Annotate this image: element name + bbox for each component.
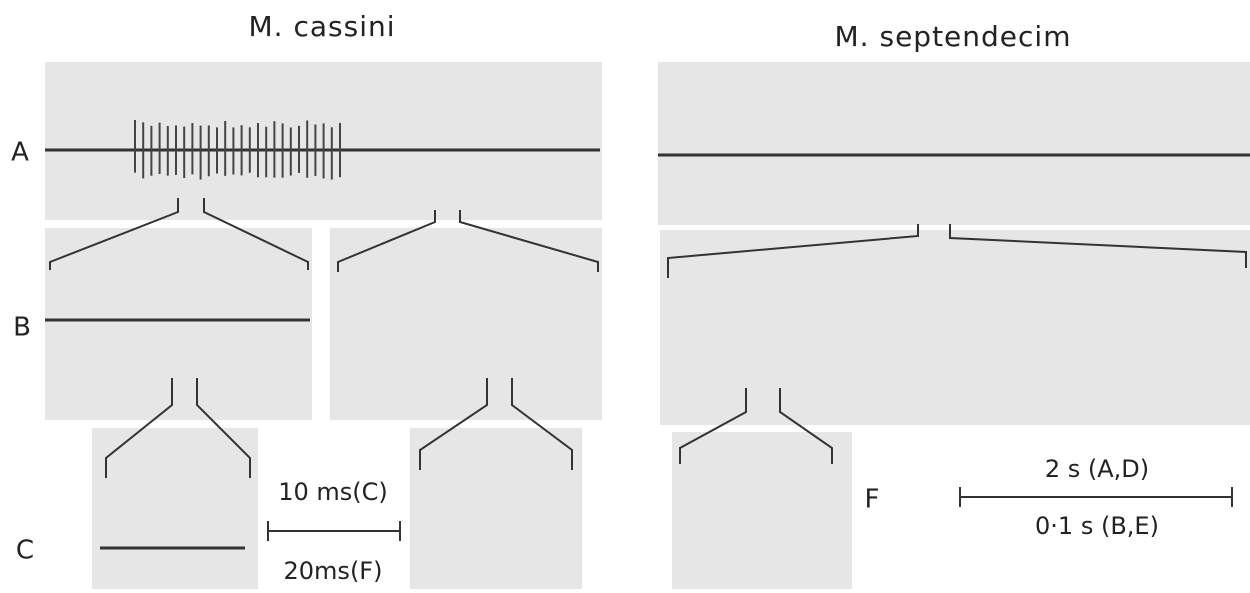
panels [45,62,1250,589]
scale-label: 0·1 s (B,E) [1035,512,1159,540]
panel-c-2 [410,428,582,589]
waveforms [45,120,1250,550]
panel-b-left-1 [45,228,312,420]
bracket [679,388,747,464]
scale-label: 2 s (A,D) [1045,455,1149,483]
panel-c-1 [92,428,258,589]
title: M. septendecim [835,20,1072,53]
scale-bars [267,487,1233,541]
row-label: F [865,485,880,515]
bracket [949,224,1247,268]
bracket [337,210,436,272]
panel-b-left-2 [330,228,602,420]
row-label: C [16,536,34,566]
bracket [779,388,833,464]
bracket [105,378,173,478]
bracket [667,224,919,278]
title: M. cassini [249,10,396,43]
panel-e-right [660,230,1250,425]
scale-label: 10 ms(C) [278,478,388,506]
row-label: A [11,138,29,168]
bracket [419,378,488,470]
bracket [459,210,599,272]
bracket [49,198,179,270]
panel-a-right [658,62,1250,225]
row-label: B [13,313,31,343]
bracket [203,198,309,270]
panel-f [672,432,852,589]
brackets [49,198,1247,478]
bracket [511,378,573,470]
bracket [196,378,251,478]
scale-label: 20ms(F) [284,557,383,585]
